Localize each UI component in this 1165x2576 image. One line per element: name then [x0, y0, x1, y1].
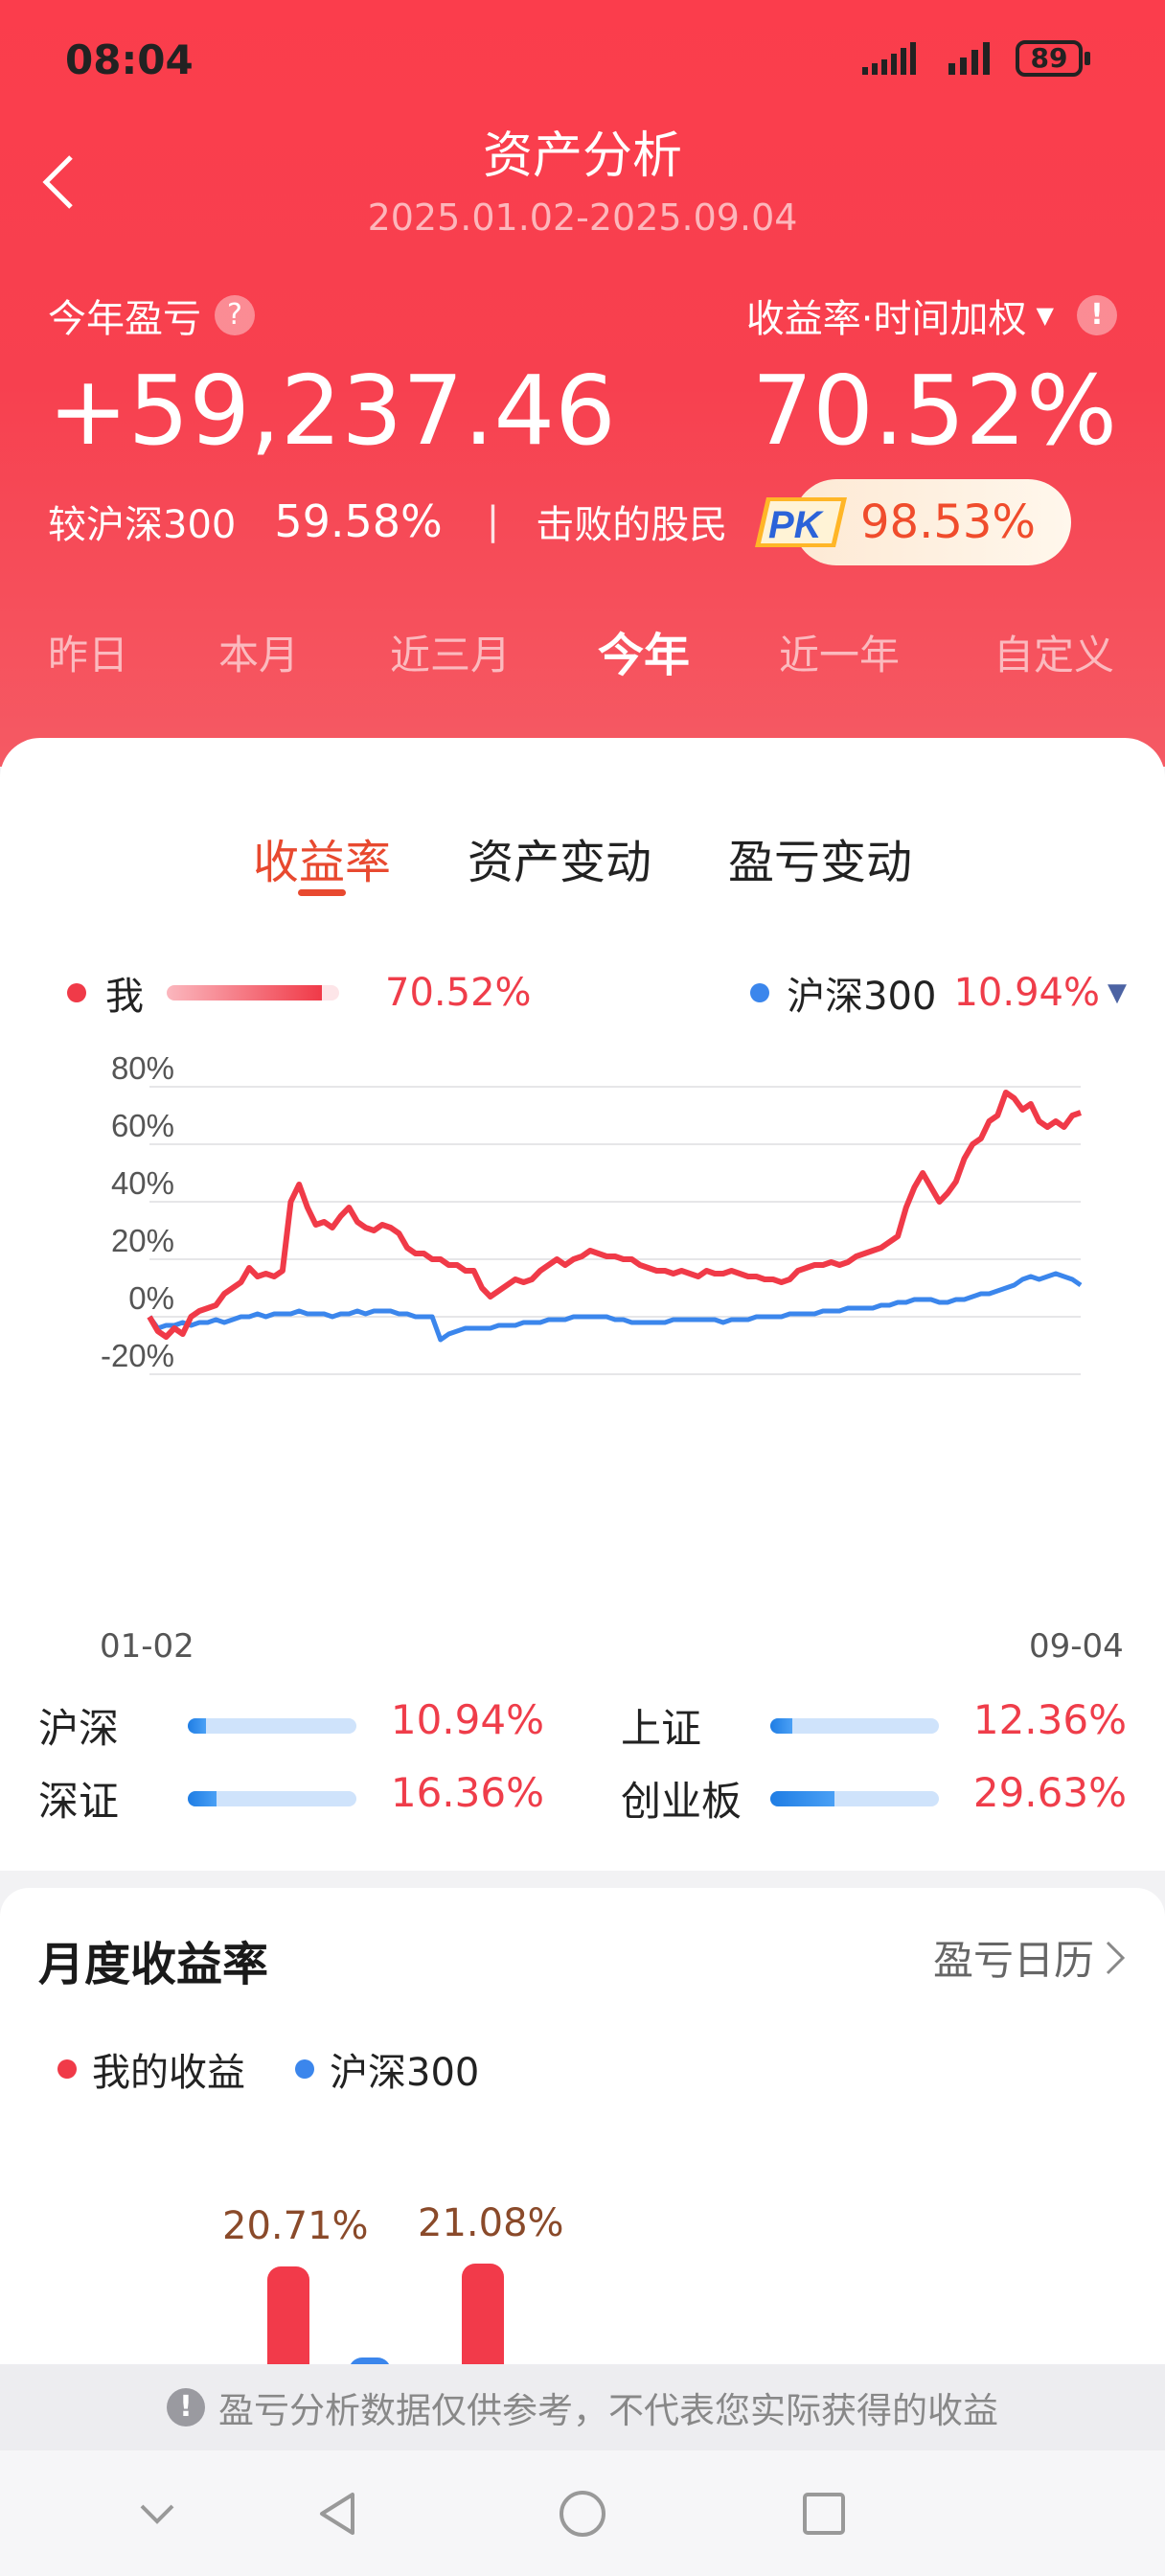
legend-me-value: 70.52%	[385, 971, 532, 1015]
market-bar-fill	[770, 1718, 792, 1734]
market-bar-fill	[770, 1791, 834, 1806]
home-circle-icon[interactable]	[552, 2483, 613, 2544]
help-icon[interactable]: ?	[215, 295, 255, 335]
market-value: 29.63%	[972, 1769, 1127, 1816]
period-tabs: 昨日 本月 近三月 今年 近一年 自定义	[0, 623, 1165, 700]
back-triangle-icon[interactable]	[308, 2483, 370, 2544]
legend-dot-index	[750, 983, 770, 1002]
pk-badge-icon: PK	[755, 497, 847, 547]
market-bar	[188, 1791, 356, 1806]
return-line-chart[interactable]: 80% 60% 40% 20% 0% -20%	[0, 1054, 1165, 1399]
active-tab-indicator	[298, 889, 346, 896]
tab-one-year[interactable]: 近一年	[778, 632, 901, 678]
y-tick-label: 60%	[111, 1108, 174, 1143]
battery-icon: 89	[1016, 40, 1090, 77]
market-bar	[770, 1718, 939, 1734]
y-tick-label: -20%	[101, 1338, 174, 1373]
info-icon: !	[167, 2388, 205, 2426]
subtab-asset-change[interactable]: 资产变动	[467, 836, 652, 889]
market-bar-fill	[188, 1718, 207, 1734]
status-bar: 08:04 89	[0, 0, 1165, 115]
x-axis-start-label: 01-02	[100, 1627, 194, 1666]
monthly-bar[interactable]	[462, 2264, 504, 2379]
pnl-value: +59,237.46	[48, 355, 616, 467]
monthly-legend: 我的收益 沪深300	[57, 2041, 479, 2097]
x-axis-end-label: 09-04	[1029, 1627, 1124, 1666]
date-range: 2025.01.02-2025.09.04	[367, 196, 798, 239]
market-bar-fill	[188, 1791, 217, 1806]
y-tick-label: 0%	[128, 1280, 174, 1316]
market-value: 12.36%	[972, 1696, 1127, 1743]
monthly-bar[interactable]	[267, 2266, 309, 2381]
chevron-right-icon	[1106, 1941, 1126, 1974]
me-series-line	[147, 1090, 1082, 1340]
index-series-line	[147, 1271, 1083, 1343]
legend-mine-label: 我的收益	[92, 2051, 245, 2095]
legend-dot-mine	[57, 2059, 77, 2079]
legend-index-label: 沪深300	[330, 2051, 480, 2095]
legend-dot-index	[295, 2059, 314, 2079]
pnl-label: 今年盈亏	[48, 297, 201, 341]
monthly-bar-label: 21.08%	[418, 2201, 564, 2245]
subtab-return-rate[interactable]: 收益率	[252, 836, 392, 889]
legend-index-label: 沪深300	[787, 975, 937, 1019]
signal-icon-2	[948, 42, 990, 75]
calendar-link-label: 盈亏日历	[932, 1937, 1094, 1984]
return-label: 收益率·时间加权	[745, 297, 1027, 341]
compare-value: 59.58%	[274, 495, 443, 547]
recents-square-icon[interactable]	[793, 2483, 855, 2544]
beat-label: 击败的股民	[536, 503, 728, 547]
caret-down-icon: ▼	[1108, 978, 1127, 1007]
y-tick-label: 40%	[111, 1165, 174, 1201]
info-icon[interactable]: !	[1077, 295, 1117, 335]
monthly-title: 月度收益率	[38, 1938, 269, 1991]
disclaimer-text: 盈亏分析数据仅供参考，不代表您实际获得的收益	[218, 2390, 998, 2431]
market-value: 10.94%	[390, 1696, 544, 1743]
tab-this-year[interactable]: 今年	[597, 629, 691, 682]
y-tick-label: 20%	[111, 1223, 174, 1258]
tab-three-months[interactable]: 近三月	[389, 632, 512, 678]
chart-card: 收益率 资产变动 盈亏变动 我 70.52% 沪深300 10.94% ▼ 80…	[0, 738, 1165, 1871]
pnl-label-row: 今年盈亏 ?	[48, 288, 255, 343]
legend-me: 我 70.52%	[67, 965, 532, 1021]
legend-index-value: 10.94%	[953, 971, 1100, 1015]
monthly-bar-label: 20.71%	[222, 2204, 369, 2248]
svg-text:PK: PK	[768, 504, 825, 546]
tab-yesterday[interactable]: 昨日	[47, 632, 129, 678]
tab-custom[interactable]: 自定义	[993, 632, 1115, 678]
market-name: 深证	[38, 1778, 120, 1825]
market-value: 16.36%	[390, 1769, 544, 1816]
market-bar	[188, 1718, 356, 1734]
page-title: 资产分析	[482, 127, 682, 185]
signal-icon	[862, 42, 916, 75]
legend-me-bar	[167, 985, 339, 1000]
market-name: 沪深	[38, 1705, 120, 1752]
market-bar	[770, 1791, 939, 1806]
legend-index-selector[interactable]: 沪深300 10.94% ▼	[750, 965, 1127, 1021]
market-name: 上证	[621, 1705, 702, 1752]
legend-me-label: 我	[105, 975, 144, 1019]
pnl-calendar-link[interactable]: 盈亏日历	[933, 1928, 1127, 1987]
back-arrow-icon[interactable]	[36, 153, 84, 211]
y-tick-label: 80%	[111, 1054, 174, 1086]
divider: |	[486, 499, 500, 543]
compare-row: 较沪深300 59.58% | 击败的股民	[48, 494, 727, 549]
status-time: 08:04	[65, 36, 194, 83]
header-panel: 08:04 89 资产分析 2025.01.02-2025.09.04 今年盈亏…	[0, 0, 1165, 767]
disclaimer-bar: ! 盈亏分析数据仅供参考，不代表您实际获得的收益	[0, 2364, 1165, 2450]
system-nav-bar	[0, 2450, 1165, 2576]
market-name: 创业板	[621, 1778, 742, 1825]
return-type-selector[interactable]: 收益率·时间加权 ▼ !	[746, 288, 1117, 343]
dropdown-caret-icon: ▼	[1036, 302, 1054, 329]
chevron-down-icon[interactable]	[126, 2483, 188, 2544]
beat-pill[interactable]: 98.53%	[793, 479, 1071, 565]
return-value: 70.52%	[751, 355, 1117, 467]
compare-label: 较沪深300	[48, 503, 237, 547]
legend-dot-me	[67, 983, 86, 1002]
tab-this-month[interactable]: 本月	[217, 632, 300, 678]
subtab-pnl-change[interactable]: 盈亏变动	[727, 836, 913, 889]
